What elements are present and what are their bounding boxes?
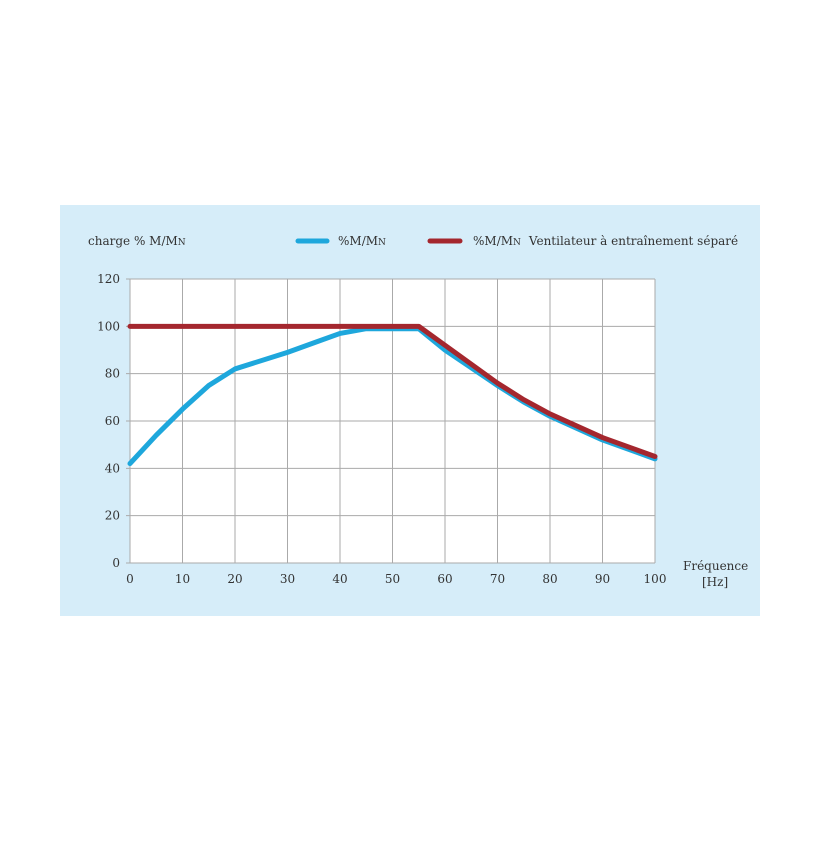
- x-tick-label: 70: [490, 572, 505, 586]
- x-tick-label: 50: [385, 572, 400, 586]
- series-line-1: [127, 323, 658, 459]
- x-tick-label: 0: [126, 572, 134, 586]
- series-lines: [127, 323, 658, 467]
- x-tick-label: 40: [332, 572, 347, 586]
- y-tick-label: 0: [112, 556, 120, 570]
- legend-label-1: %M/MN Ventilateur à entraînement séparé: [473, 234, 738, 248]
- y-tick-label: 40: [105, 461, 120, 475]
- tick-labels: 0 10 20 30 40 50 60 70 80 90 100 0 20 40 60 80 100 120: [97, 272, 666, 586]
- legend-label-0: %M/MN: [338, 234, 386, 248]
- x-axis-label: Fréquence: [683, 559, 748, 573]
- x-tick-label: 100: [644, 572, 667, 586]
- y-tick-label: 80: [105, 367, 120, 381]
- y-tick-label: 60: [105, 414, 120, 428]
- x-tick-label: 80: [542, 572, 557, 586]
- x-tick-label: 90: [595, 572, 610, 586]
- y-axis-label: charge % M/MN: [88, 234, 186, 248]
- x-tick-label: 10: [175, 572, 190, 586]
- x-tick-label: 30: [280, 572, 295, 586]
- y-tick-label: 120: [97, 272, 120, 286]
- x-tick-label: 60: [437, 572, 452, 586]
- y-tick-label: 20: [105, 509, 120, 523]
- y-tick-label: 100: [97, 319, 120, 333]
- grid: [126, 278, 656, 564]
- x-axis-unit: [Hz]: [702, 575, 728, 589]
- legend: %M/MN %M/MN Ventilateur à entraînement sé…: [295, 234, 738, 248]
- x-tick-label: 20: [227, 572, 242, 586]
